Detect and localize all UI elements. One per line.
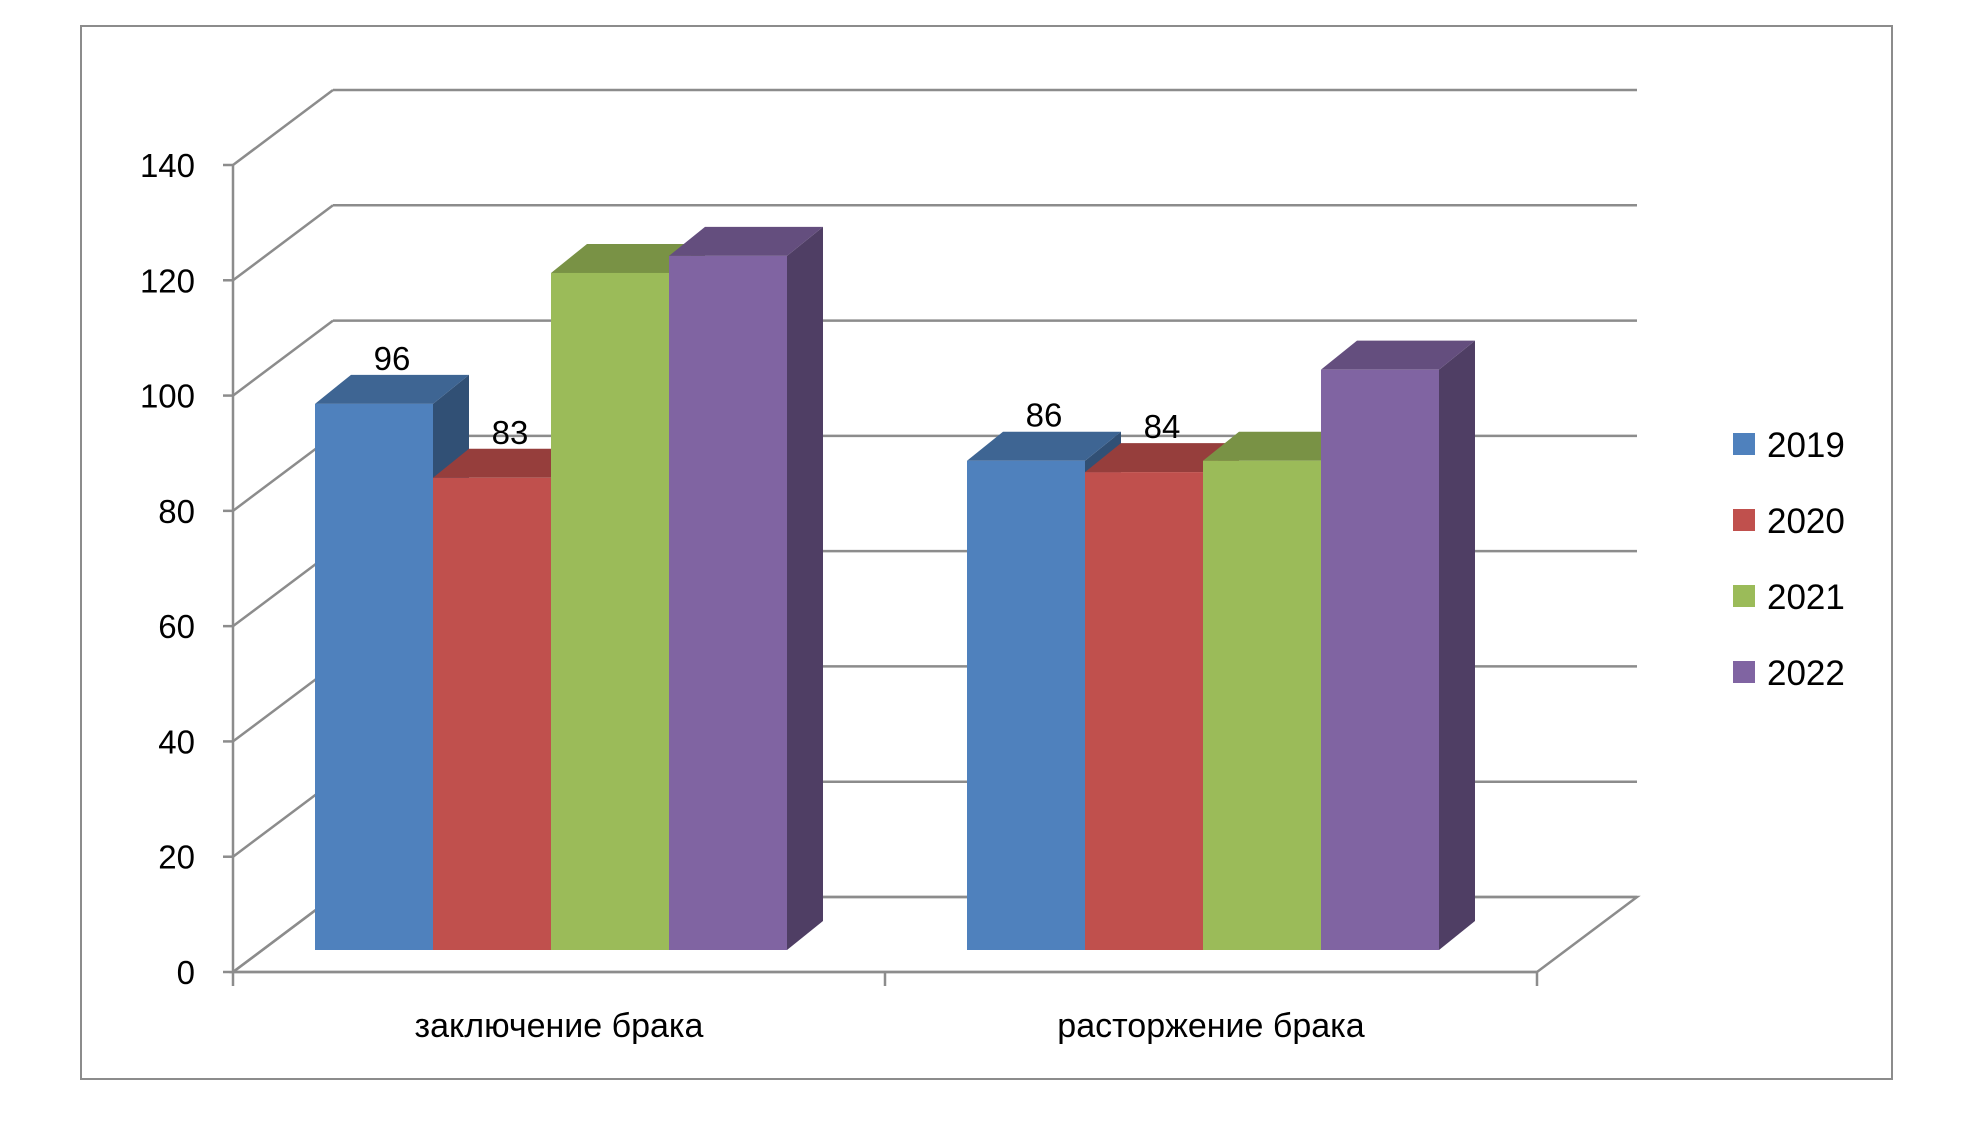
legend-label: 2022 bbox=[1767, 654, 1845, 693]
data-label: 96 bbox=[374, 340, 411, 377]
y-tick-label: 40 bbox=[158, 723, 195, 760]
legend-swatch bbox=[1733, 433, 1755, 455]
bar bbox=[1321, 340, 1475, 951]
legend-swatch bbox=[1733, 585, 1755, 607]
legend-label: 2021 bbox=[1767, 578, 1845, 617]
data-label: 84 bbox=[1144, 408, 1181, 445]
category-label: расторжение брака bbox=[1057, 1007, 1365, 1045]
category-label: заключение брака bbox=[415, 1007, 704, 1045]
legend: 2019 2020 2021 2022 bbox=[1733, 426, 1845, 693]
y-tick-label: 100 bbox=[140, 378, 195, 415]
y-tick-label: 140 bbox=[140, 147, 195, 184]
y-tick-label: 80 bbox=[158, 493, 195, 530]
category-labels: заключение брака расторжение брака bbox=[415, 1007, 1365, 1045]
legend-label: 2020 bbox=[1767, 502, 1845, 541]
bars bbox=[315, 226, 1475, 951]
bar-group bbox=[967, 340, 1475, 951]
y-tick-label: 0 bbox=[177, 954, 195, 991]
data-labels: 96 83 86 84 bbox=[374, 340, 1181, 451]
legend-item: 2021 bbox=[1733, 578, 1845, 617]
bar-group bbox=[315, 226, 823, 951]
y-tick-label: 20 bbox=[158, 839, 195, 876]
y-tick-label: 120 bbox=[140, 262, 195, 299]
value-axis: 0 20 40 60 80 100 120 140 bbox=[140, 147, 1539, 991]
gridline-side bbox=[232, 204, 334, 282]
legend-swatch bbox=[1733, 661, 1755, 683]
bar bbox=[669, 226, 823, 951]
data-label: 86 bbox=[1026, 397, 1063, 434]
legend-item: 2020 bbox=[1733, 502, 1845, 541]
legend-label: 2019 bbox=[1767, 426, 1845, 465]
data-label: 83 bbox=[492, 414, 529, 451]
gridline-side bbox=[232, 89, 334, 166]
legend-item: 2022 bbox=[1733, 654, 1845, 693]
y-tick-label: 60 bbox=[158, 608, 195, 645]
legend-item: 2019 bbox=[1733, 426, 1845, 465]
legend-swatch bbox=[1733, 509, 1755, 531]
gridline-side bbox=[232, 319, 334, 397]
